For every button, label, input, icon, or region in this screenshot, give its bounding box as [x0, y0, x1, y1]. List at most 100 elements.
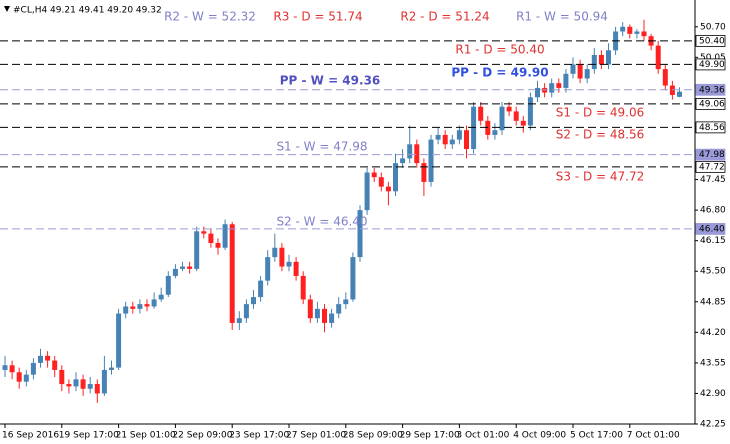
level-label: S3 - D = 47.72: [556, 170, 645, 184]
candle-body: [130, 306, 136, 309]
candle-body: [30, 362, 36, 375]
candle-body: [94, 384, 100, 394]
y-tick-label: 50.70: [700, 22, 726, 32]
candle-body: [662, 69, 668, 86]
price-tag-label: 49.06: [699, 99, 725, 109]
candle-body: [279, 247, 285, 267]
candle-body: [172, 268, 178, 276]
candle-body: [151, 299, 157, 307]
candle-body: [265, 257, 271, 281]
candle-body: [549, 83, 555, 93]
candle-body: [584, 69, 590, 79]
price-tag-label: 49.36: [699, 85, 725, 95]
y-tick-label: 44.85: [700, 297, 726, 307]
candle-body: [350, 257, 356, 300]
candle-body: [101, 369, 107, 394]
level-label: R3 - D = 51.74: [273, 10, 362, 24]
candle-body: [520, 120, 526, 126]
candle-body: [314, 308, 320, 319]
candle-body: [73, 379, 79, 387]
candle-body: [243, 304, 249, 319]
header-icon: [4, 6, 10, 12]
candle-body: [116, 313, 122, 368]
candle-body: [229, 224, 235, 323]
candle-body: [421, 163, 427, 182]
candle-body: [180, 266, 185, 269]
x-tick-label: 23 Sep 17:00: [229, 431, 289, 441]
level-label: S2 - W = 46.40: [276, 215, 367, 229]
candle-body: [208, 233, 214, 244]
candle-body: [23, 374, 29, 382]
candle-body: [300, 275, 306, 300]
level-label: R2 - W = 52.32: [164, 10, 256, 24]
candle-body: [563, 73, 569, 88]
level-label: R1 - W = 50.94: [516, 10, 608, 24]
candle-body: [272, 247, 278, 258]
x-tick-label: 21 Sep 01:00: [116, 431, 176, 441]
candle-body: [16, 372, 22, 382]
candle-body: [215, 243, 221, 248]
candle-body: [137, 304, 143, 309]
x-tick-label: 22 Sep 09:00: [172, 431, 232, 441]
candle-body: [478, 106, 484, 121]
candle-body: [194, 231, 200, 269]
y-tick-label: 42.25: [700, 420, 726, 430]
candle-body: [286, 261, 292, 267]
header: #CL,H4 49.21 49.41 49.20 49.32: [13, 6, 162, 16]
price-tag: [695, 160, 726, 173]
candle-body: [343, 299, 349, 305]
price-tag-label: 47.98: [699, 150, 725, 160]
candle-body: [513, 111, 519, 121]
candle-body: [307, 299, 313, 319]
candle-body: [187, 266, 193, 269]
candle-body: [464, 130, 469, 150]
x-tick-label: 3 Oct 01:00: [456, 431, 509, 441]
x-tick-label: 27 Sep 01:00: [286, 431, 346, 441]
y-tick-label: 43.55: [700, 358, 726, 368]
candle-body: [378, 177, 384, 187]
level-label: R2 - D = 51.24: [400, 10, 489, 24]
candle-body: [59, 369, 65, 385]
x-tick-label: 28 Sep 09:00: [343, 431, 403, 441]
candle-body: [66, 384, 72, 387]
level-label: R1 - D = 50.40: [455, 43, 544, 57]
x-tick-label: 7 Oct 01:00: [627, 431, 680, 441]
candle-body: [38, 355, 43, 363]
candle-body: [357, 210, 363, 258]
candle-body: [201, 231, 207, 234]
y-tick-label: 44.20: [700, 328, 726, 338]
price-tag: [695, 83, 726, 96]
candle-body: [371, 172, 377, 178]
x-tick-label: 4 Oct 09:00: [513, 431, 566, 441]
candle-body: [591, 54, 597, 70]
y-tick-label: 46.80: [700, 206, 726, 216]
candle-body: [293, 261, 299, 276]
candle-body: [165, 275, 171, 295]
candle-body: [45, 355, 51, 361]
candle-body: [407, 144, 413, 159]
candle-body: [570, 64, 576, 74]
candle-body: [2, 365, 8, 370]
candle-body: [577, 64, 583, 79]
price-tag-label: 49.90: [699, 60, 725, 70]
price-tag-label: 47.72: [699, 162, 725, 172]
candle-body: [535, 87, 540, 98]
y-tick-label: 45.50: [700, 267, 726, 277]
x-tick-label: 5 Oct 17:00: [570, 431, 623, 441]
candle-body: [414, 144, 420, 164]
candle-body: [336, 304, 342, 314]
candle-body: [634, 31, 640, 34]
candle-body: [123, 306, 129, 314]
x-tick-label: 16 Sep 2016: [2, 431, 59, 441]
candle-body: [449, 139, 455, 145]
candle-body: [329, 313, 335, 323]
candle-body: [364, 172, 370, 211]
candle-body: [641, 31, 647, 37]
price-tag: [695, 58, 726, 71]
candle-body: [527, 97, 533, 126]
candle-body: [499, 106, 505, 131]
y-tick-label: 50.05: [700, 53, 726, 63]
